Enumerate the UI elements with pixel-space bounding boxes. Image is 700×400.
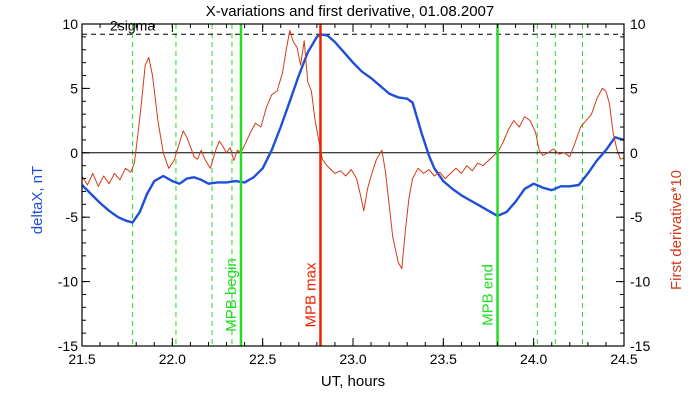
x-tick-label-3: 23.0: [339, 351, 366, 367]
x-axis-label: UT, hours: [321, 373, 385, 390]
x-tick-label-0: 21.5: [68, 351, 95, 367]
y-right-tick-label-0: -15: [630, 338, 650, 354]
y-axis-right-label: First derivative*10: [668, 170, 685, 290]
y-axis-right-ticks: -15 -10 -5 0 5 10: [616, 16, 650, 354]
x-axis-ticks: 21.5 22.0 22.5 23.0 23.5 24.0 24.5: [68, 24, 638, 367]
y-right-tick-label-3: 0: [630, 145, 638, 161]
y-right-tick-label-4: 5: [630, 80, 638, 96]
marker-label-1: MPB max: [302, 262, 319, 328]
series-line-deltaX: [81, 33, 625, 224]
y-axis-left-label: deltaX, nT: [29, 166, 46, 234]
x-tick-label-2: 22.5: [249, 351, 276, 367]
series-line-derivative: [81, 29, 625, 270]
y-right-tick-label-5: 10: [630, 16, 646, 32]
plot-layer: 2sigma MPB begin MPB max MPB end: [81, 17, 625, 346]
y-left-tick-label-0: -15: [58, 338, 78, 354]
y-right-tick-label-2: -5: [630, 209, 643, 225]
x-tick-label-6: 24.5: [610, 351, 637, 367]
y-axis-left-ticks: -15 -10 -5 0 5 10: [58, 16, 90, 354]
y-left-tick-label-3: 0: [70, 145, 78, 161]
y-right-tick-label-1: -10: [630, 274, 650, 290]
x-tick-label-1: 22.0: [159, 351, 186, 367]
y-left-tick-label-2: -5: [66, 209, 79, 225]
x-tick-label-4: 23.5: [430, 351, 457, 367]
chart-title: X-variations and first derivative, 01.08…: [206, 3, 495, 20]
y-left-tick-label-5: 10: [62, 16, 78, 32]
y-left-tick-label-1: -10: [58, 274, 78, 290]
threshold-label: 2sigma: [110, 17, 155, 33]
plot-frame: [81, 23, 625, 347]
marker-label-0: MPB begin: [223, 258, 240, 331]
x-tick-label-5: 24.0: [520, 351, 547, 367]
marker-label-2: MPB end: [480, 264, 497, 326]
y-left-tick-label-4: 5: [70, 80, 78, 96]
